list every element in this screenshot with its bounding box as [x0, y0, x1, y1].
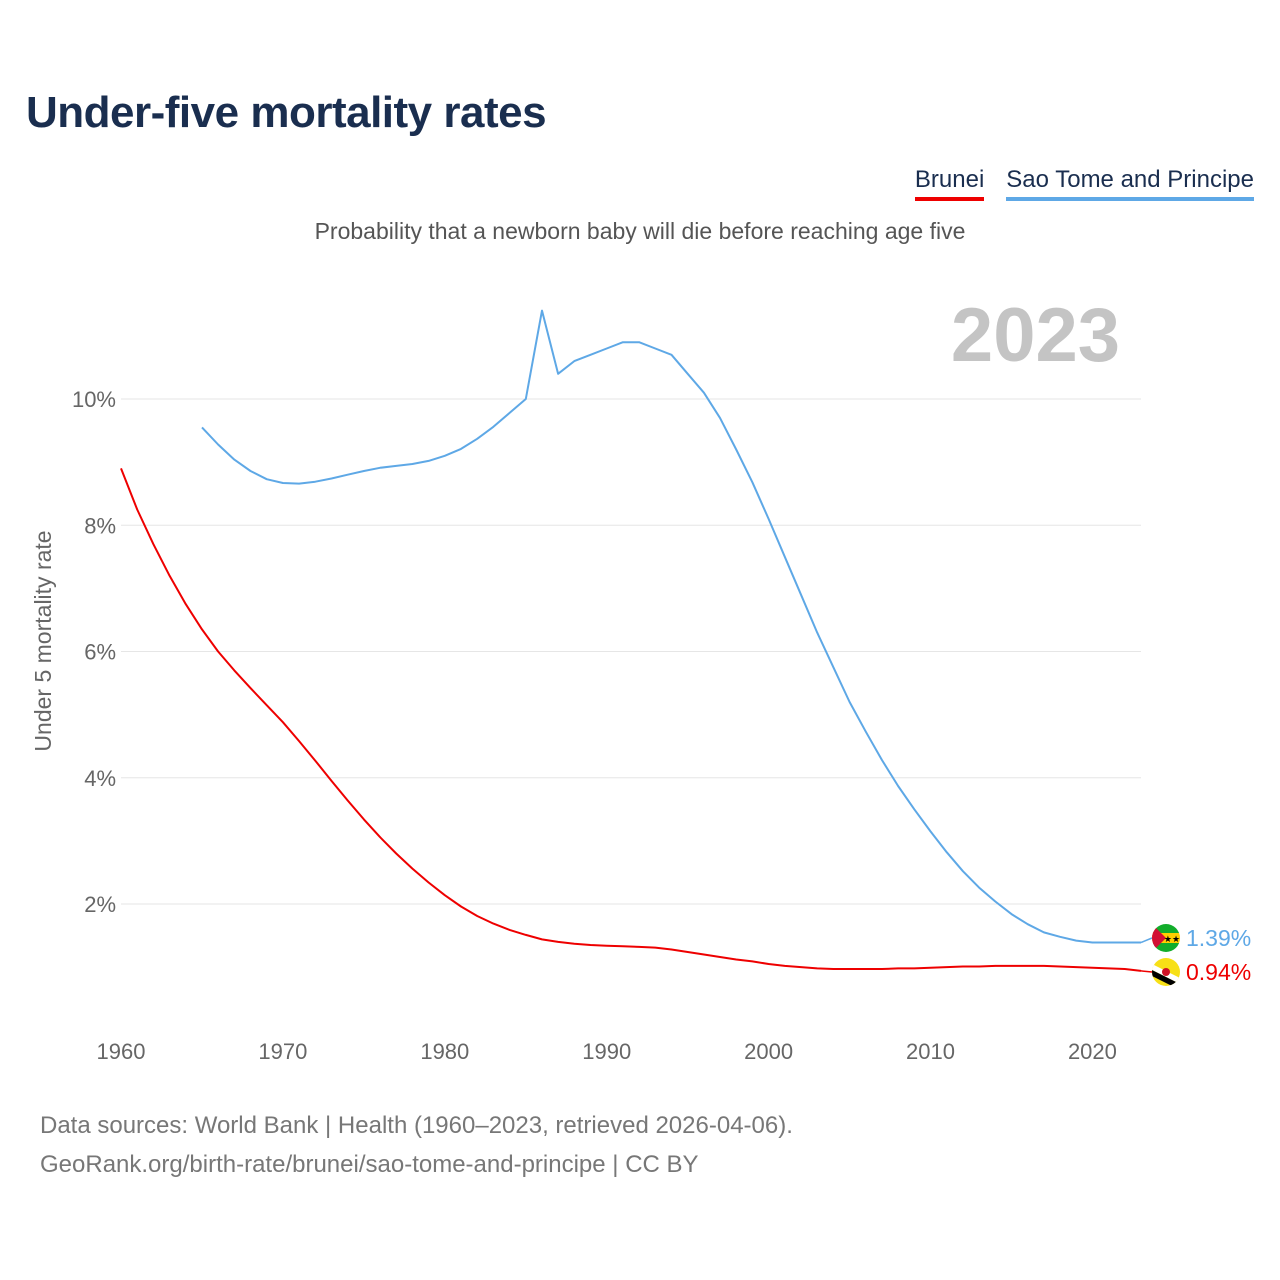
x-tick-label: 2010 [906, 1039, 955, 1064]
footer: Data sources: World Bank | Health (1960–… [40, 1106, 793, 1184]
legend: Brunei Sao Tome and Principe [914, 166, 1254, 201]
legend-item-brunei[interactable]: Brunei [914, 166, 985, 201]
y-tick-label: 8% [84, 513, 116, 538]
x-tick-label: 1990 [582, 1039, 631, 1064]
y-tick-label: 6% [84, 640, 116, 665]
end-value-label: 1.39% [1186, 925, 1251, 951]
end-value-label: 0.94% [1186, 959, 1251, 985]
svg-text:★★: ★★ [1164, 935, 1180, 945]
y-tick-label: 4% [84, 766, 116, 791]
end-connector [1140, 970, 1153, 973]
x-tick-label: 2020 [1068, 1039, 1117, 1064]
series-line-brunei [120, 468, 1142, 972]
sao-tome-flag-icon: ★★ [1152, 924, 1180, 952]
source-url-text: GeoRank.org/birth-rate/brunei/sao-tome-a… [40, 1151, 699, 1178]
line-chart: 2023 2% 4% 6% 8% 10% 1960 1970 1980 1990 2000 2010 2… [30, 293, 1251, 1064]
brunei-flag-icon [1152, 958, 1180, 986]
x-tick-label: 1970 [258, 1039, 307, 1064]
legend-item-sao-tome[interactable]: Sao Tome and Principe [1006, 166, 1254, 201]
year-watermark: 2023 [951, 293, 1120, 378]
y-axis-label: Under 5 mortality rate [30, 530, 56, 751]
chart-subtitle: Probability that a newborn baby will die… [314, 218, 966, 244]
x-tick-label: 1980 [420, 1039, 469, 1064]
end-connector [1140, 937, 1153, 944]
x-tick-label: 2000 [744, 1039, 793, 1064]
series-line-sao-tome [201, 309, 1141, 944]
x-tick-label: 1960 [97, 1039, 146, 1064]
data-source-text: Data sources: World Bank | Health (1960–… [40, 1112, 793, 1139]
y-tick-label: 2% [84, 892, 116, 917]
y-tick-label: 10% [72, 387, 116, 412]
chart-title: Under-five mortality rates [26, 88, 547, 137]
